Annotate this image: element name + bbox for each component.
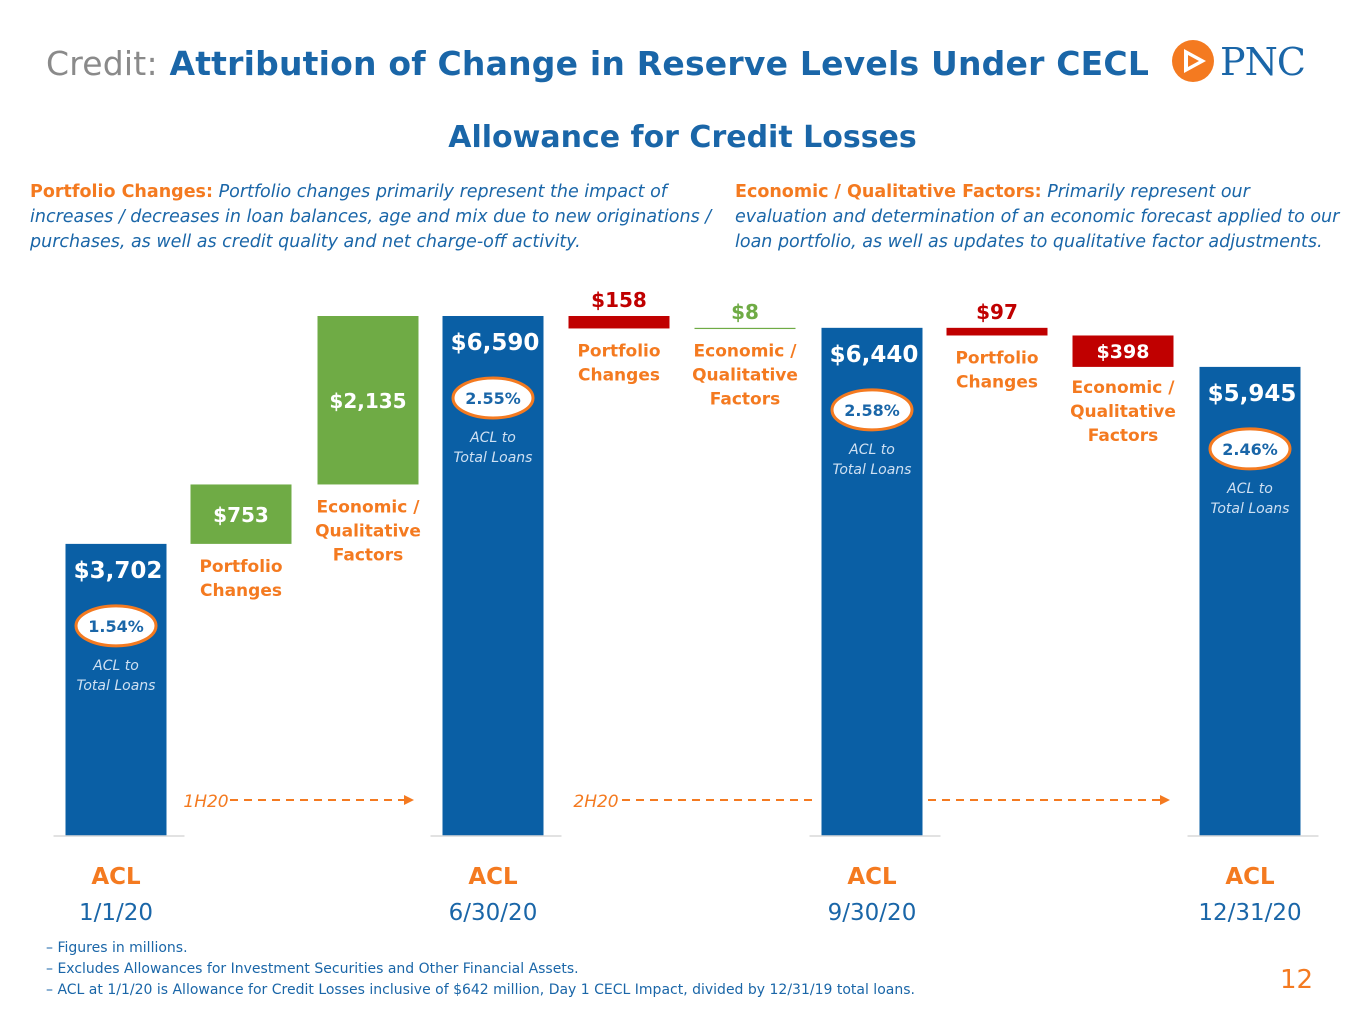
bar-value-label: $8 <box>731 300 759 324</box>
ratio-value: 2.55% <box>465 389 521 408</box>
ratio-badge <box>451 376 535 420</box>
bar-category-label: Qualitative <box>315 521 421 541</box>
ratio-badge <box>1208 427 1292 471</box>
category-label: ACL <box>847 864 897 890</box>
bar-category-label: Changes <box>578 365 660 385</box>
ratio-value: 2.46% <box>1222 440 1278 459</box>
economic-factors-description: Economic / Qualitative Factors: Primaril… <box>735 180 1345 255</box>
bar-value-label: $158 <box>591 290 647 312</box>
bar-category-label: Qualitative <box>692 365 798 385</box>
category-label: ACL <box>91 864 141 890</box>
bar-value-label: $6,590 <box>451 330 540 356</box>
footnote: ACL at 1/1/20 is Allowance for Credit Lo… <box>46 980 915 1001</box>
pnc-triangle-icon <box>1172 40 1214 82</box>
ratio-caption: Total Loans <box>454 450 533 466</box>
footnote: Figures in millions. <box>46 938 915 959</box>
bar-category-label: Qualitative <box>1070 402 1176 422</box>
ratio-caption: Total Loans <box>833 462 912 478</box>
ratio-caption: ACL to <box>92 658 139 674</box>
pnc-logo: PNC <box>1170 38 1320 88</box>
bar-category-label: Portfolio <box>955 348 1038 368</box>
footnotes: Figures in millions. Excludes Allowances… <box>46 938 915 1001</box>
bar <box>1072 335 1174 367</box>
ratio-value: 1.54% <box>88 617 144 636</box>
category-date: 12/31/20 <box>1198 900 1301 926</box>
ratio-badge <box>74 604 158 648</box>
ratio-value: 2.58% <box>844 401 900 420</box>
bar-value-label: $6,440 <box>830 342 919 368</box>
footnote: Excludes Allowances for Investment Secur… <box>46 959 915 980</box>
bar <box>317 316 419 485</box>
ratio-caption: Total Loans <box>1211 501 1290 517</box>
portfolio-changes-description: Portfolio Changes: Portfolio changes pri… <box>30 180 720 255</box>
period-arrowhead <box>404 795 414 805</box>
period-arrowhead <box>1160 795 1170 805</box>
description-label: Economic / Qualitative Factors: <box>735 182 1042 202</box>
bar <box>946 327 1048 336</box>
bar <box>65 543 167 836</box>
period-label: 1H20 <box>183 792 228 812</box>
bar-value-label: $97 <box>976 300 1018 324</box>
bar <box>190 484 292 544</box>
ratio-caption: ACL to <box>848 442 895 458</box>
ratio-badge <box>830 388 914 432</box>
description-label: Portfolio Changes: <box>30 182 213 202</box>
bar-category-label: Factors <box>1088 426 1158 446</box>
title-prefix: Credit: <box>46 44 158 83</box>
period-label: 2H20 <box>573 792 618 812</box>
bar-category-label: Economic / <box>1072 378 1176 398</box>
bar-category-label: Economic / <box>694 341 798 361</box>
bar <box>694 327 796 330</box>
bar-category-label: Changes <box>956 372 1038 392</box>
bar-value-label: $3,702 <box>74 558 163 584</box>
page-number: 12 <box>1280 965 1314 995</box>
logo-text: PNC <box>1220 40 1306 84</box>
description-text: Primarily represent our evaluation and d… <box>735 182 1340 252</box>
chart-title: Allowance for Credit Losses <box>448 120 917 155</box>
category-label: ACL <box>1225 864 1275 890</box>
bar-value-label: $753 <box>213 503 269 527</box>
category-date: 6/30/20 <box>449 900 538 926</box>
bar-value-label: $2,135 <box>329 389 406 413</box>
category-date: 9/30/20 <box>828 900 917 926</box>
bar-category-label: Factors <box>333 545 403 565</box>
bar-value-label: $5,945 <box>1208 381 1297 407</box>
ratio-caption: Total Loans <box>77 678 156 694</box>
bar-category-label: Portfolio <box>577 341 660 361</box>
bar-value-label: $398 <box>1097 341 1150 363</box>
category-label: ACL <box>468 864 518 890</box>
bar <box>568 316 670 329</box>
category-date: 1/1/20 <box>79 900 153 926</box>
ratio-caption: ACL to <box>469 430 516 446</box>
waterfall-chart: $3,702 1.54% ACL to Total Loans ACL 1/1/20 $75… <box>53 290 1319 926</box>
bar-category-label: Economic / <box>317 497 421 517</box>
bar-category-label: Changes <box>200 581 282 601</box>
page-title: Credit: Attribution of Change in Reserve… <box>46 44 1149 83</box>
bar-category-label: Factors <box>710 389 780 409</box>
description-text: Portfolio changes primarily represent th… <box>30 182 712 252</box>
bar-category-label: Portfolio <box>199 557 282 577</box>
ratio-caption: ACL to <box>1226 481 1273 497</box>
title-main: Attribution of Change in Reserve Levels … <box>169 44 1150 83</box>
